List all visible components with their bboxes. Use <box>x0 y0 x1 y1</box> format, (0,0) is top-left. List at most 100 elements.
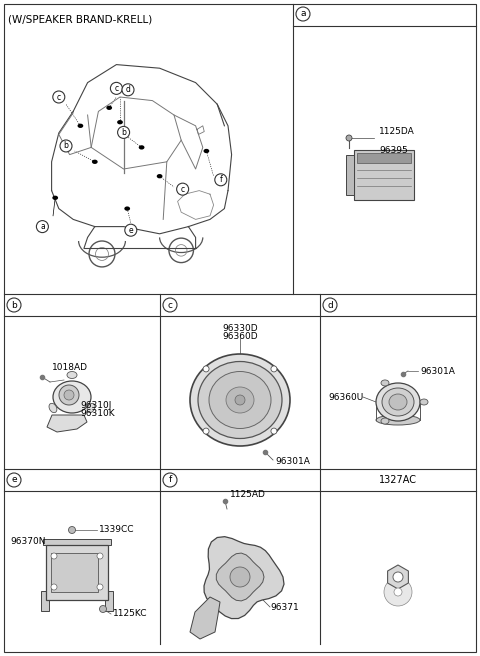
Text: c: c <box>57 92 61 102</box>
Circle shape <box>97 553 103 559</box>
Circle shape <box>118 127 130 138</box>
Ellipse shape <box>139 145 144 150</box>
Circle shape <box>36 220 48 233</box>
Circle shape <box>64 390 74 400</box>
Ellipse shape <box>87 403 95 413</box>
Polygon shape <box>190 597 220 639</box>
Text: 96301A: 96301A <box>420 367 455 375</box>
Circle shape <box>271 428 277 434</box>
Circle shape <box>51 553 57 559</box>
Text: e: e <box>11 476 17 485</box>
Polygon shape <box>204 537 284 619</box>
Text: 1125DA: 1125DA <box>379 127 415 136</box>
Ellipse shape <box>78 123 84 128</box>
Ellipse shape <box>53 381 91 413</box>
Bar <box>354 150 414 200</box>
Text: c: c <box>168 300 172 310</box>
Circle shape <box>235 395 245 405</box>
Text: b: b <box>11 300 17 310</box>
Circle shape <box>203 428 209 434</box>
Ellipse shape <box>381 380 389 386</box>
Circle shape <box>125 224 137 236</box>
Circle shape <box>163 473 177 487</box>
Text: f: f <box>168 476 172 485</box>
Circle shape <box>7 473 21 487</box>
Bar <box>346 155 354 195</box>
Circle shape <box>7 298 21 312</box>
Text: c: c <box>114 84 119 93</box>
Circle shape <box>394 588 402 596</box>
Ellipse shape <box>376 415 420 425</box>
Text: a: a <box>40 222 45 231</box>
Text: 1125AD: 1125AD <box>230 490 266 499</box>
Bar <box>41 591 49 611</box>
Circle shape <box>163 298 177 312</box>
Bar <box>43 539 111 545</box>
Text: 96360D: 96360D <box>222 332 258 341</box>
Text: 96395: 96395 <box>379 146 408 155</box>
Circle shape <box>230 567 250 587</box>
Text: b: b <box>121 128 126 137</box>
Text: c: c <box>180 184 185 194</box>
Ellipse shape <box>382 388 414 416</box>
Ellipse shape <box>420 399 428 405</box>
Ellipse shape <box>226 387 254 413</box>
Circle shape <box>97 584 103 590</box>
Circle shape <box>110 83 122 94</box>
Bar <box>51 553 98 592</box>
Ellipse shape <box>209 371 271 428</box>
Polygon shape <box>47 415 87 432</box>
Ellipse shape <box>204 149 209 153</box>
Ellipse shape <box>381 418 389 424</box>
Circle shape <box>393 572 403 582</box>
Ellipse shape <box>52 195 58 200</box>
Circle shape <box>323 298 337 312</box>
Ellipse shape <box>376 383 420 421</box>
Text: 96360U: 96360U <box>328 392 363 401</box>
Bar <box>105 591 113 611</box>
Circle shape <box>296 7 310 21</box>
Text: 96371: 96371 <box>270 602 299 611</box>
Circle shape <box>51 584 57 590</box>
Ellipse shape <box>49 403 57 413</box>
Text: d: d <box>126 85 131 94</box>
Ellipse shape <box>198 361 282 438</box>
Circle shape <box>53 91 65 103</box>
Text: b: b <box>63 142 69 150</box>
Bar <box>357 153 411 163</box>
Circle shape <box>60 140 72 152</box>
Circle shape <box>271 366 277 372</box>
Circle shape <box>177 183 189 195</box>
Text: 1125KC: 1125KC <box>113 609 147 619</box>
Ellipse shape <box>117 120 123 125</box>
Circle shape <box>215 174 227 186</box>
Text: 1327AC: 1327AC <box>379 475 417 485</box>
Text: 1018AD: 1018AD <box>52 363 88 372</box>
Text: 96301A: 96301A <box>275 457 310 466</box>
Circle shape <box>384 578 412 606</box>
Ellipse shape <box>92 159 98 164</box>
Ellipse shape <box>124 207 130 211</box>
Text: (W/SPEAKER BRAND-KRELL): (W/SPEAKER BRAND-KRELL) <box>8 14 152 24</box>
Circle shape <box>69 527 75 533</box>
Text: a: a <box>300 9 306 18</box>
Polygon shape <box>216 553 264 601</box>
Bar <box>46 545 108 600</box>
Text: f: f <box>219 175 222 184</box>
Circle shape <box>99 605 107 613</box>
Text: 96310J: 96310J <box>80 401 111 409</box>
Text: 96370N: 96370N <box>10 537 46 546</box>
Ellipse shape <box>389 394 407 410</box>
Text: 1339CC: 1339CC <box>99 525 134 535</box>
Ellipse shape <box>107 106 112 110</box>
Circle shape <box>346 135 352 141</box>
Text: d: d <box>327 300 333 310</box>
Ellipse shape <box>156 174 162 178</box>
Circle shape <box>59 385 79 405</box>
Ellipse shape <box>67 371 77 379</box>
Text: e: e <box>129 226 133 235</box>
Polygon shape <box>388 565 408 589</box>
Circle shape <box>203 366 209 372</box>
Circle shape <box>122 84 134 96</box>
Text: 96330D: 96330D <box>222 324 258 333</box>
